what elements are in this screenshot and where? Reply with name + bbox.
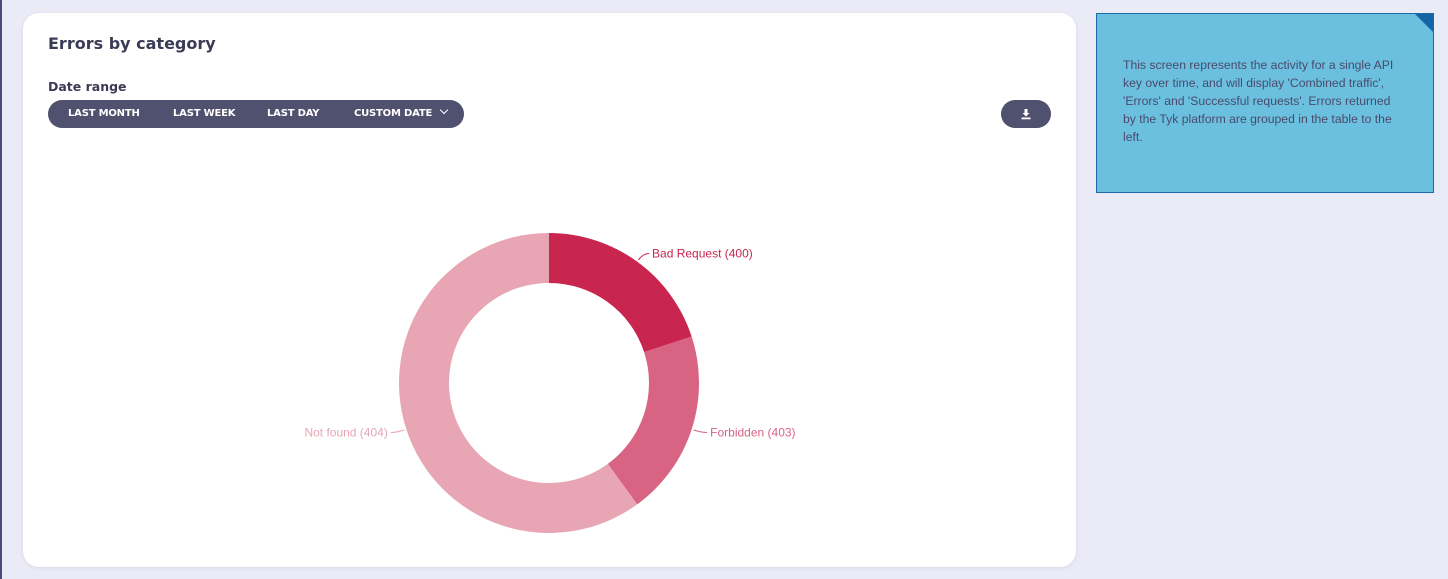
download-icon bbox=[1021, 109, 1031, 120]
slice-label: Forbidden (403) bbox=[710, 425, 795, 439]
donut-slice[interactable] bbox=[398, 233, 638, 533]
custom-date-button[interactable]: CUSTOM DATE bbox=[354, 105, 449, 119]
slice-label: Not found (404) bbox=[304, 425, 387, 439]
donut-slice[interactable] bbox=[607, 336, 699, 505]
slice-label: Bad Request (400) bbox=[652, 247, 753, 261]
note-corner-fold bbox=[1415, 14, 1433, 32]
last-week-button[interactable]: LAST WEEK bbox=[173, 108, 236, 119]
slice-leader-line bbox=[390, 429, 405, 433]
last-day-button[interactable]: LAST DAY bbox=[267, 108, 320, 119]
slice-leader-line bbox=[693, 429, 708, 433]
date-range-selector: LAST MONTH LAST WEEK LAST DAY CUSTOM DAT… bbox=[48, 100, 464, 128]
note-text: This screen represents the activity for … bbox=[1123, 58, 1394, 144]
info-note: This screen represents the activity for … bbox=[1096, 13, 1434, 193]
download-button[interactable] bbox=[1001, 100, 1051, 128]
slice-leader-line bbox=[637, 253, 650, 261]
donut-slice[interactable] bbox=[549, 233, 692, 353]
last-month-button[interactable]: LAST MONTH bbox=[68, 108, 140, 119]
custom-date-label: CUSTOM DATE bbox=[354, 108, 433, 119]
errors-card: Errors by category Date range LAST MONTH… bbox=[23, 13, 1076, 567]
card-title: Errors by category bbox=[48, 34, 216, 53]
date-range-label: Date range bbox=[48, 79, 127, 94]
